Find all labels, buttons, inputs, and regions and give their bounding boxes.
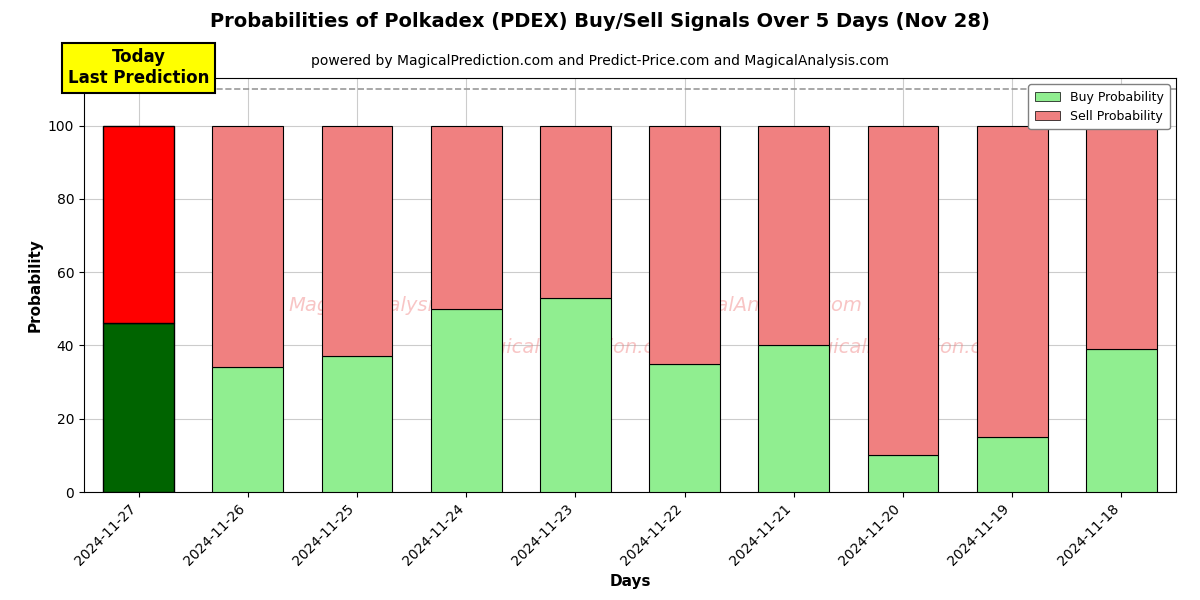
Bar <box>431 309 502 492</box>
Bar <box>1086 349 1157 492</box>
Bar <box>758 346 829 492</box>
Bar <box>540 125 611 298</box>
Text: MagicalAnalysis.com: MagicalAnalysis.com <box>660 296 863 315</box>
Bar <box>103 125 174 323</box>
Bar <box>322 125 392 356</box>
Bar <box>103 323 174 492</box>
Bar <box>977 437 1048 492</box>
Bar <box>322 356 392 492</box>
X-axis label: Days: Days <box>610 574 650 589</box>
Text: MagicalPrediction.com: MagicalPrediction.com <box>793 338 1013 356</box>
Legend: Buy Probability, Sell Probability: Buy Probability, Sell Probability <box>1028 84 1170 129</box>
Bar <box>758 125 829 346</box>
Text: Today
Last Prediction: Today Last Prediction <box>68 49 209 87</box>
Text: MagicalPrediction.com: MagicalPrediction.com <box>466 338 685 356</box>
Bar <box>649 364 720 492</box>
Bar <box>1086 125 1157 349</box>
Bar <box>540 298 611 492</box>
Bar <box>212 125 283 367</box>
Bar <box>431 125 502 309</box>
Text: powered by MagicalPrediction.com and Predict-Price.com and MagicalAnalysis.com: powered by MagicalPrediction.com and Pre… <box>311 54 889 68</box>
Text: MagicalAnalysis.com: MagicalAnalysis.com <box>288 296 491 315</box>
Bar <box>868 125 938 455</box>
Bar <box>212 367 283 492</box>
Y-axis label: Probability: Probability <box>28 238 42 332</box>
Bar <box>649 125 720 364</box>
Text: Probabilities of Polkadex (PDEX) Buy/Sell Signals Over 5 Days (Nov 28): Probabilities of Polkadex (PDEX) Buy/Sel… <box>210 12 990 31</box>
Bar <box>977 125 1048 437</box>
Bar <box>868 455 938 492</box>
